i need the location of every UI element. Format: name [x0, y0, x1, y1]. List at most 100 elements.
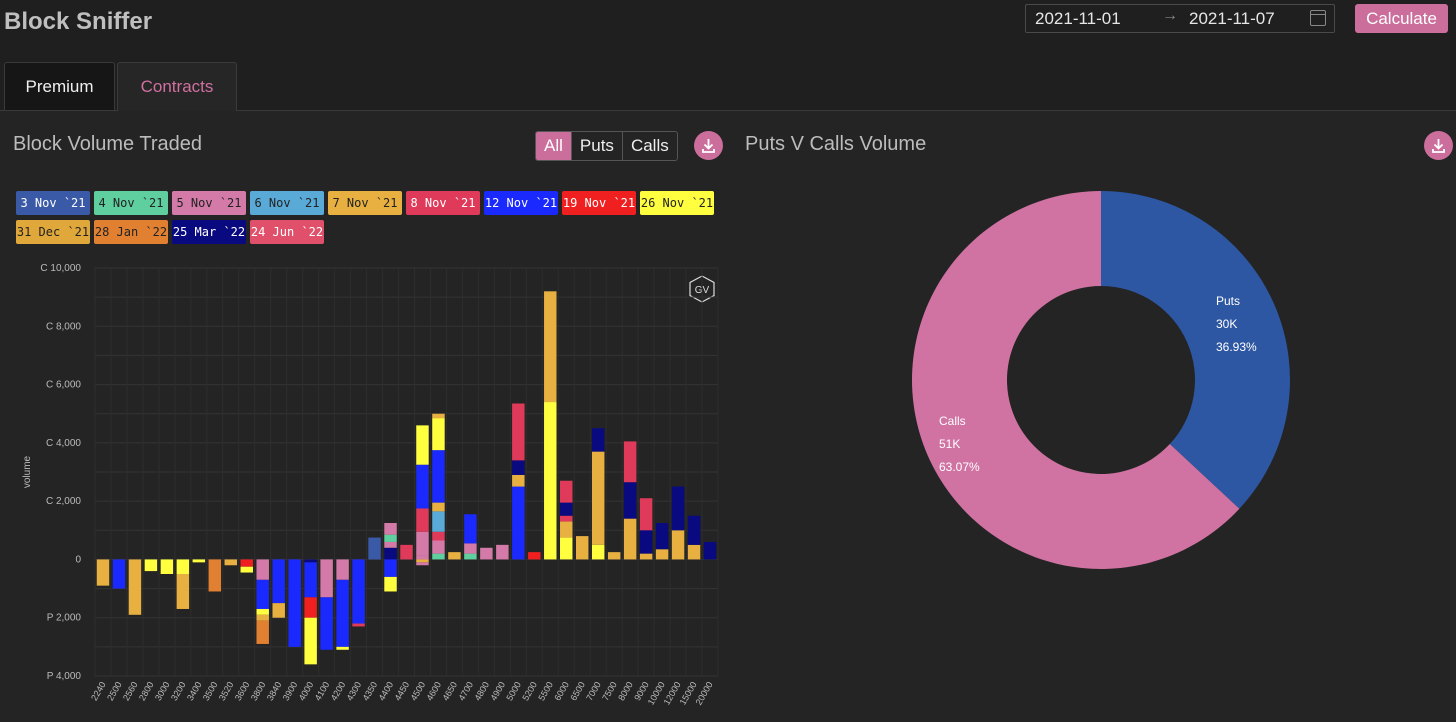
bar-segment — [384, 547, 397, 560]
y-tick-label: P 2,000 — [47, 613, 82, 624]
bar-segment — [512, 474, 525, 487]
x-tick-label: 4400 — [377, 680, 396, 702]
bar-segment — [432, 418, 445, 451]
tab-contracts[interactable]: Contracts — [117, 62, 237, 111]
bar-segment — [528, 552, 541, 560]
x-tick-label: 4300 — [345, 680, 364, 702]
bar-segment — [416, 531, 429, 556]
bar-segment — [272, 603, 285, 618]
legend-item[interactable]: 7 Nov `21 — [328, 191, 402, 215]
y-tick-label: P 4,000 — [47, 671, 82, 682]
legend-item[interactable]: 28 Jan `22 — [94, 220, 168, 244]
legend-item[interactable]: 12 Nov `21 — [484, 191, 558, 215]
bar-segment — [256, 614, 269, 621]
tab-bar: Premium Contracts — [0, 62, 1456, 111]
block-volume-panel: Block Volume Traded All Puts Calls 3 Nov… — [0, 111, 728, 722]
panel-title: Puts V Calls Volume — [745, 133, 927, 155]
download-button[interactable] — [1424, 131, 1453, 160]
x-tick-label: 4700 — [456, 680, 475, 702]
bar-segment — [304, 617, 317, 665]
bar-segment — [320, 597, 333, 650]
filter-puts-button[interactable]: Puts — [572, 132, 623, 160]
calendar-icon[interactable] — [1310, 10, 1326, 26]
legend-item[interactable]: 8 Nov `21 — [406, 191, 480, 215]
bar-segment — [112, 559, 126, 589]
x-tick-label: 4200 — [329, 680, 348, 702]
bar-segment — [384, 559, 397, 577]
date-range-picker[interactable]: 2021-11-01 → 2021-11-07 — [1025, 4, 1335, 33]
bar-segment — [288, 559, 301, 647]
bar-segment — [144, 559, 158, 572]
x-tick-label: 5200 — [520, 680, 539, 702]
y-tick-label: C 6,000 — [46, 380, 81, 391]
x-tick-label: 4450 — [393, 680, 412, 702]
x-tick-label: 4900 — [488, 680, 507, 702]
x-tick-label: 4100 — [313, 680, 332, 702]
y-axis-label: volume — [22, 455, 33, 488]
filter-all-button[interactable]: All — [536, 132, 572, 160]
bar-segment — [256, 620, 269, 644]
option-type-filter[interactable]: All Puts Calls — [535, 131, 678, 161]
bar-segment — [256, 579, 269, 609]
x-tick-label: 3400 — [185, 680, 204, 702]
bar-segment — [512, 403, 525, 461]
x-tick-label: 4600 — [425, 680, 444, 702]
bar-segment — [544, 291, 557, 403]
legend-item[interactable]: 31 Dec `21 — [16, 220, 90, 244]
legend-item[interactable]: 19 Nov `21 — [562, 191, 636, 215]
x-tick-label: 3840 — [265, 680, 284, 702]
bar-segment — [352, 559, 365, 624]
x-tick-label: 6500 — [568, 680, 587, 702]
app-header: Block Sniffer 2021-11-01 → 2021-11-07 Ca… — [0, 0, 1456, 62]
puts-calls-panel: Puts V Calls Volume Puts 30K 36.93% Calls 51… — [728, 111, 1456, 722]
bar-segment — [352, 623, 365, 627]
bar-segment — [623, 441, 637, 483]
x-tick-label: 3600 — [233, 680, 252, 702]
legend-item[interactable]: 26 Nov `21 — [640, 191, 714, 215]
end-date-input[interactable]: 2021-11-07 — [1189, 9, 1275, 28]
bar-segment — [128, 559, 142, 615]
start-date-input[interactable]: 2021-11-01 — [1035, 9, 1121, 28]
y-tick-label: C 4,000 — [46, 438, 81, 449]
bar-segment — [448, 552, 461, 560]
bar-segment — [671, 486, 685, 531]
bar-segment — [304, 559, 317, 563]
bar-segment — [687, 544, 701, 560]
x-tick-label: 3900 — [281, 680, 300, 702]
bar-segment — [416, 562, 429, 566]
bar-segment — [432, 540, 445, 554]
calculate-button[interactable]: Calculate — [1355, 4, 1448, 33]
bar-segment — [639, 530, 653, 554]
bar-segment — [432, 450, 445, 503]
download-button[interactable] — [694, 131, 723, 160]
date-separator-arrow-icon: → — [1162, 7, 1178, 24]
x-tick-label: 5000 — [504, 680, 523, 702]
bar-segment — [384, 576, 397, 592]
bar-segment — [512, 486, 525, 560]
y-tick-label: 0 — [75, 554, 81, 565]
bar-segment — [192, 559, 206, 563]
legend-item[interactable]: 5 Nov `21 — [172, 191, 246, 215]
bar-segment — [464, 514, 477, 544]
filter-calls-button[interactable]: Calls — [630, 136, 669, 155]
legend-item[interactable]: 3 Nov `21 — [16, 191, 90, 215]
tab-premium[interactable]: Premium — [4, 62, 115, 110]
bar-segment — [336, 579, 349, 647]
download-icon — [702, 139, 715, 153]
bar-segment — [432, 553, 445, 560]
legend-item[interactable]: 24 Jun `22 — [250, 220, 324, 244]
bar-segment — [480, 547, 493, 560]
legend-item[interactable]: 4 Nov `21 — [94, 191, 168, 215]
bar-segment — [560, 515, 573, 522]
x-tick-label: 6000 — [552, 680, 571, 702]
bar-segment — [432, 502, 445, 512]
legend-item[interactable]: 25 Mar `22 — [172, 220, 246, 244]
bar-segment — [416, 559, 429, 563]
donut-label: 36.93% — [1216, 340, 1257, 354]
bar-segment — [256, 559, 269, 580]
bar-segment — [639, 498, 653, 531]
app-title: Block Sniffer — [4, 8, 153, 35]
bar-segment — [304, 597, 317, 618]
bar-segment — [703, 541, 717, 560]
legend-item[interactable]: 6 Nov `21 — [250, 191, 324, 215]
